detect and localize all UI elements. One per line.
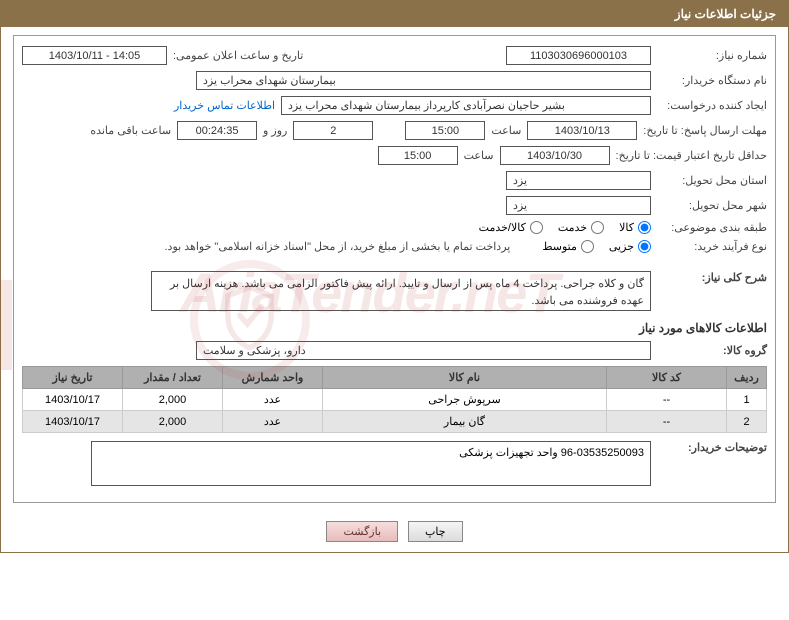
need-number-label: شماره نیاز:	[657, 49, 767, 62]
buyer-notes-text: 96-03535250093 واحد تجهیزات پزشکی	[91, 441, 651, 486]
row-category: طبقه بندی موضوعی: کالا خدمت کالا/خدمت	[22, 221, 767, 234]
cell: 2,000	[123, 389, 223, 411]
category-radio-label-0: کالا	[619, 221, 634, 234]
deadline-days-label: روز و	[263, 124, 287, 137]
row-buyer-org: نام دستگاه خریدار: بیمارستان شهدای محراب…	[22, 71, 767, 90]
th-5: تاریخ نیاز	[23, 367, 123, 389]
table-row: 1 -- سرپوش جراحی عدد 2,000 1403/10/17	[23, 389, 767, 411]
deadline-time-label: ساعت	[491, 124, 521, 137]
category-radio-0[interactable]: کالا	[619, 221, 651, 234]
header-title: جزئیات اطلاعات نیاز	[675, 7, 776, 21]
cell: گان بیمار	[323, 411, 607, 433]
goods-section-title: اطلاعات کالاهای مورد نیاز	[22, 321, 767, 335]
row-province: استان محل تحویل: یزد	[22, 171, 767, 190]
purchase-radio-1[interactable]: متوسط	[542, 240, 594, 253]
purchase-radio-input-1[interactable]	[581, 240, 594, 253]
row-deadline: مهلت ارسال پاسخ: تا تاریخ: 1403/10/13 سا…	[22, 121, 767, 140]
cell: --	[607, 389, 727, 411]
province-value: یزد	[506, 171, 651, 190]
row-summary: شرح کلی نیاز: گان و کلاه جراحی. پرداخت 4…	[22, 271, 767, 311]
row-goods-group: گروه کالا: دارو، پزشکی و سلامت	[22, 341, 767, 360]
cell: عدد	[223, 411, 323, 433]
category-radio-input-0[interactable]	[638, 221, 651, 234]
cell: --	[607, 411, 727, 433]
purchase-type-label: نوع فرآیند خرید:	[657, 240, 767, 253]
row-validity: حداقل تاریخ اعتبار قیمت: تا تاریخ: 1403/…	[22, 146, 767, 165]
purchase-note: پرداخت تمام یا بخشی از مبلغ خرید، از محل…	[165, 240, 511, 253]
th-4: تعداد / مقدار	[123, 367, 223, 389]
deadline-time: 15:00	[405, 121, 485, 140]
cell: 2,000	[123, 411, 223, 433]
validity-date: 1403/10/30	[500, 146, 610, 165]
buyer-org-value: بیمارستان شهدای محراب یزد	[196, 71, 651, 90]
cell: 2	[727, 411, 767, 433]
category-label: طبقه بندی موضوعی:	[657, 221, 767, 234]
announce-dt-value: 14:05 - 1403/10/11	[22, 46, 167, 65]
row-purchase-type: نوع فرآیند خرید: جزیی متوسط پرداخت تمام …	[22, 240, 767, 253]
summary-text: گان و کلاه جراحی. پرداخت 4 ماه پس از ارس…	[151, 271, 651, 311]
back-button[interactable]: بازگشت	[326, 521, 398, 542]
deadline-label: مهلت ارسال پاسخ: تا تاریخ:	[643, 124, 767, 137]
cell: عدد	[223, 389, 323, 411]
category-radio-1[interactable]: خدمت	[558, 221, 604, 234]
summary-label: شرح کلی نیاز:	[657, 271, 767, 284]
print-button[interactable]: چاپ	[408, 521, 463, 542]
city-label: شهر محل تحویل:	[657, 199, 767, 212]
header-bar: جزئیات اطلاعات نیاز	[1, 1, 788, 27]
deadline-remaining-label: ساعت باقی مانده	[90, 124, 171, 137]
purchase-radio-label-1: متوسط	[542, 240, 577, 253]
th-3: واحد شمارش	[223, 367, 323, 389]
form-panel: شماره نیاز: 1103030696000103 تاریخ و ساع…	[13, 35, 776, 503]
goods-group-label: گروه کالا:	[657, 344, 767, 357]
cell: 1	[727, 389, 767, 411]
buyer-org-label: نام دستگاه خریدار:	[657, 74, 767, 87]
province-label: استان محل تحویل:	[657, 174, 767, 187]
th-1: کد کالا	[607, 367, 727, 389]
category-radio-group: کالا خدمت کالا/خدمت	[479, 221, 651, 234]
city-value: یزد	[506, 196, 651, 215]
row-requester: ایجاد کننده درخواست: بشیر حاجیان نصرآباد…	[22, 96, 767, 115]
validity-time: 15:00	[378, 146, 458, 165]
announce-dt-label: تاریخ و ساعت اعلان عمومی:	[173, 49, 303, 62]
th-2: نام کالا	[323, 367, 607, 389]
row-need-number: شماره نیاز: 1103030696000103 تاریخ و ساع…	[22, 46, 767, 65]
purchase-radio-0[interactable]: جزیی	[609, 240, 651, 253]
deadline-counter: 00:24:35	[177, 121, 257, 140]
row-city: شهر محل تحویل: یزد	[22, 196, 767, 215]
th-0: ردیف	[727, 367, 767, 389]
buyer-notes-label: توضیحات خریدار:	[657, 441, 767, 454]
category-radio-2[interactable]: کالا/خدمت	[479, 221, 543, 234]
requester-value: بشیر حاجیان نصرآبادی کارپرداز بیمارستان …	[281, 96, 651, 115]
cell: 1403/10/17	[23, 411, 123, 433]
category-radio-label-1: خدمت	[558, 221, 587, 234]
goods-table: ردیف کد کالا نام کالا واحد شمارش تعداد /…	[22, 366, 767, 433]
validity-time-label: ساعت	[464, 149, 494, 162]
purchase-radio-input-0[interactable]	[638, 240, 651, 253]
purchase-type-radio-group: جزیی متوسط	[542, 240, 651, 253]
deadline-days: 2	[293, 121, 373, 140]
requester-label: ایجاد کننده درخواست:	[657, 99, 767, 112]
goods-group-value: دارو، پزشکی و سلامت	[196, 341, 651, 360]
deadline-date: 1403/10/13	[527, 121, 637, 140]
category-radio-label-2: کالا/خدمت	[479, 221, 526, 234]
table-row: 2 -- گان بیمار عدد 2,000 1403/10/17	[23, 411, 767, 433]
purchase-radio-label-0: جزیی	[609, 240, 634, 253]
category-radio-input-2[interactable]	[530, 221, 543, 234]
category-radio-input-1[interactable]	[591, 221, 604, 234]
row-buyer-notes: توضیحات خریدار: 96-03535250093 واحد تجهی…	[22, 441, 767, 486]
main-container: جزئیات اطلاعات نیاز شماره نیاز: 11030306…	[0, 0, 789, 553]
button-row: چاپ بازگشت	[1, 511, 788, 552]
cell: سرپوش جراحی	[323, 389, 607, 411]
cell: 1403/10/17	[23, 389, 123, 411]
table-header-row: ردیف کد کالا نام کالا واحد شمارش تعداد /…	[23, 367, 767, 389]
contact-link[interactable]: اطلاعات تماس خریدار	[174, 99, 275, 112]
need-number-value: 1103030696000103	[506, 46, 651, 65]
validity-label: حداقل تاریخ اعتبار قیمت: تا تاریخ:	[616, 149, 767, 162]
